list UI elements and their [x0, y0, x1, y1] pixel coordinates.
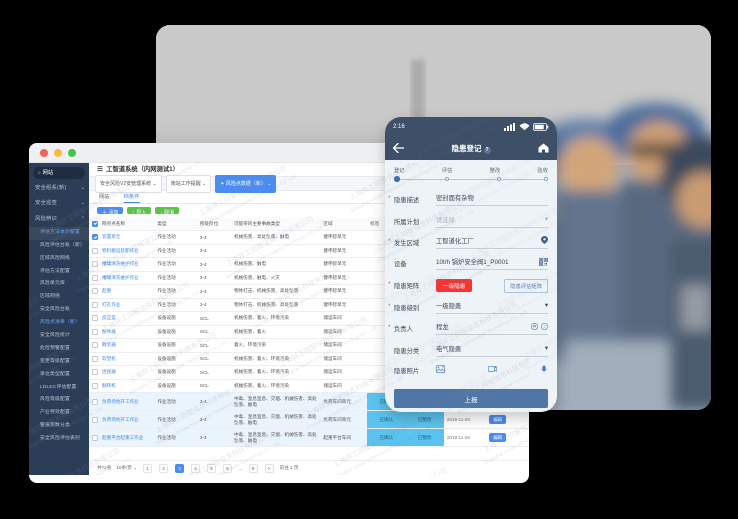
svg-text:?: ? [543, 324, 546, 329]
